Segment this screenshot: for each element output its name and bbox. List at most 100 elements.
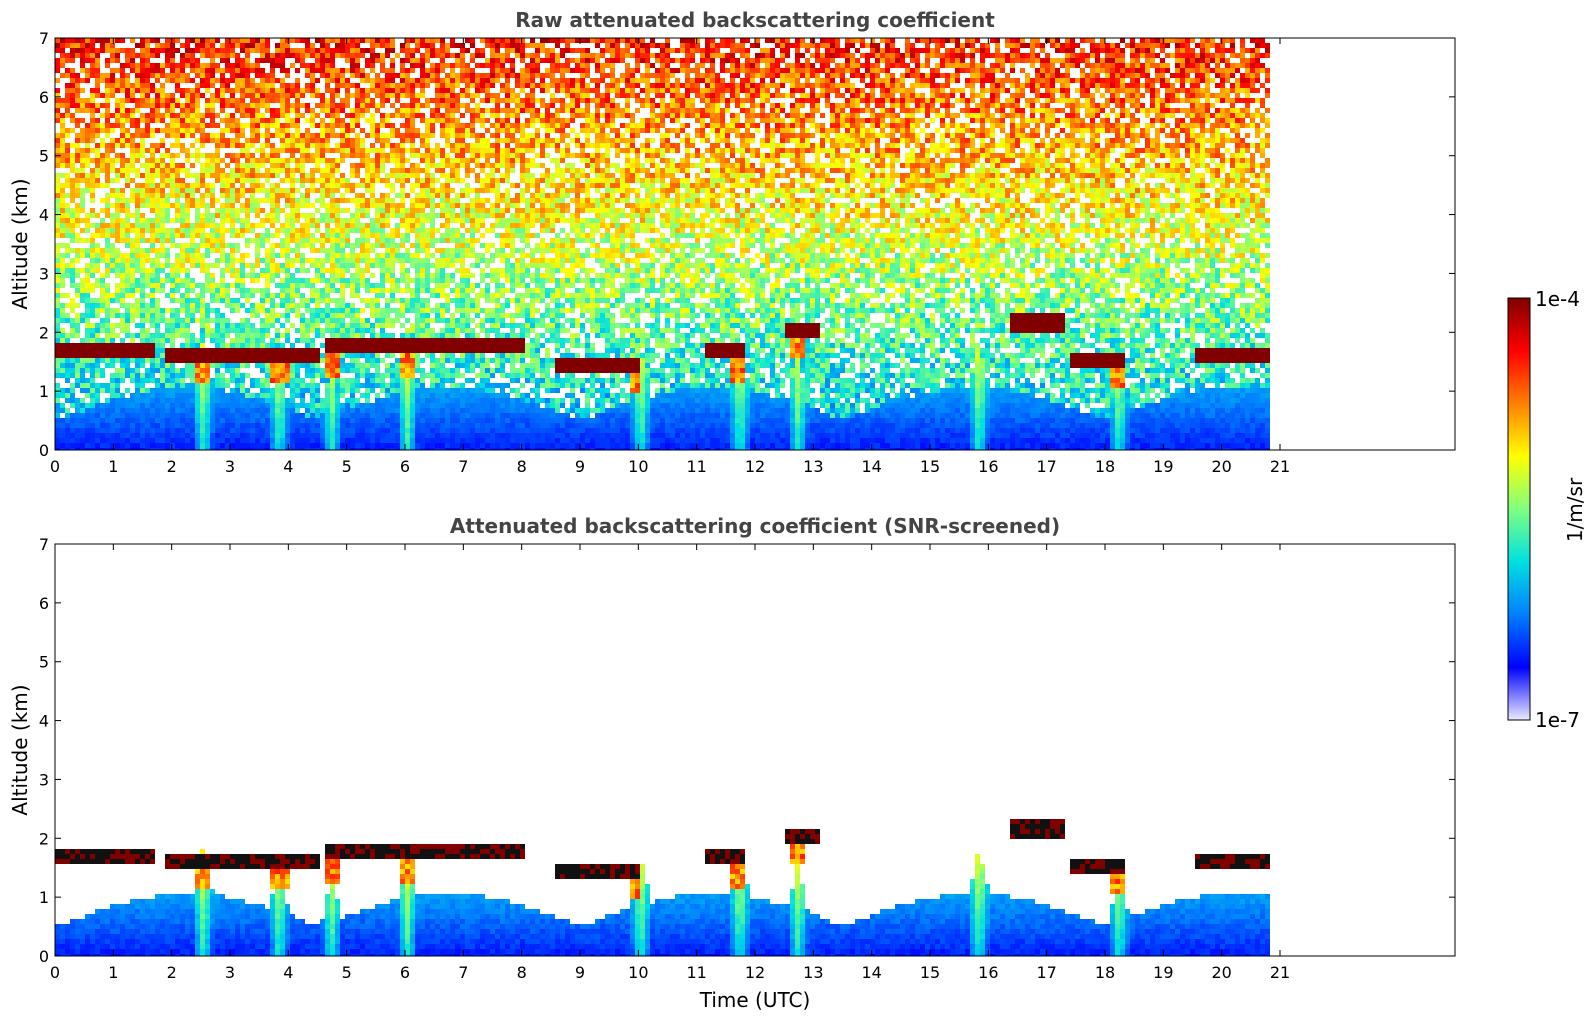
heatmap-cell	[150, 353, 155, 358]
heatmap-cell	[240, 233, 245, 238]
heatmap-cell	[345, 338, 350, 343]
heatmap-cell	[135, 88, 140, 93]
heatmap-cell	[140, 193, 145, 198]
heatmap-cell	[70, 238, 75, 243]
heatmap-cell	[125, 238, 130, 243]
heatmap-cell	[70, 208, 75, 213]
heatmap-cell	[335, 338, 340, 343]
heatmap-cell	[275, 48, 280, 53]
heatmap-cell	[150, 148, 155, 153]
heatmap-cell	[280, 133, 285, 138]
heatmap-cell	[390, 418, 395, 423]
heatmap-cell	[95, 268, 100, 273]
heatmap-cell	[255, 273, 260, 278]
heatmap-cell	[360, 153, 365, 158]
heatmap-cell	[310, 223, 315, 228]
heatmap-cell	[135, 403, 140, 408]
heatmap-cell	[225, 283, 230, 288]
heatmap-cell	[90, 288, 95, 293]
heatmap-cell	[275, 408, 280, 413]
heatmap-cell	[325, 383, 330, 388]
heatmap-cell	[115, 393, 120, 398]
heatmap-cell	[280, 263, 285, 268]
heatmap-cell	[335, 253, 340, 258]
heatmap-cell	[315, 393, 320, 398]
heatmap-cell	[70, 68, 75, 73]
heatmap-cell	[80, 173, 85, 178]
heatmap-cell	[125, 183, 130, 188]
heatmap-cell	[125, 353, 130, 358]
heatmap-cell	[175, 98, 180, 103]
heatmap-cell	[395, 143, 400, 148]
heatmap-cell	[65, 153, 70, 158]
heatmap-cell	[140, 443, 145, 448]
heatmap-cell	[105, 133, 110, 138]
heatmap-cell	[220, 68, 225, 73]
heatmap-cell	[305, 238, 310, 243]
heatmap-cell	[360, 228, 365, 233]
heatmap-cell	[255, 93, 260, 98]
heatmap-cell	[415, 233, 420, 238]
heatmap-cell	[365, 153, 370, 158]
heatmap-cell	[205, 348, 210, 353]
heatmap-cell	[90, 398, 95, 403]
heatmap-cell	[255, 408, 260, 413]
heatmap-cell	[95, 88, 100, 93]
heatmap-cell	[330, 238, 335, 243]
heatmap-cell	[145, 418, 150, 423]
heatmap-cell	[140, 143, 145, 148]
heatmap-cell	[220, 293, 225, 298]
heatmap-cell	[115, 103, 120, 108]
heatmap-cell	[395, 363, 400, 368]
heatmap-cell	[270, 393, 275, 398]
heatmap-cell	[350, 433, 355, 438]
heatmap-cell	[85, 393, 90, 398]
heatmap-cell	[145, 348, 150, 353]
heatmap-cell	[95, 433, 100, 438]
heatmap-cell	[305, 243, 310, 248]
heatmap-cell	[400, 288, 405, 293]
heatmap-cell	[95, 348, 100, 353]
heatmap-cell	[335, 218, 340, 223]
heatmap-cell	[140, 323, 145, 328]
heatmap-cell	[360, 318, 365, 323]
heatmap-cell	[355, 408, 360, 413]
heatmap-cell	[95, 248, 100, 253]
heatmap-cell	[370, 128, 375, 133]
heatmap-cell	[410, 223, 415, 228]
heatmap-cell	[330, 323, 335, 328]
heatmap-cell	[220, 143, 225, 148]
heatmap-cell	[100, 318, 105, 323]
heatmap-cell	[175, 213, 180, 218]
heatmap-cell	[215, 318, 220, 323]
heatmap-cell	[150, 363, 155, 368]
heatmap-cell	[330, 423, 335, 428]
heatmap-cell	[295, 38, 300, 43]
heatmap-cell	[160, 408, 165, 413]
heatmap-cell	[375, 293, 380, 298]
heatmap-cell	[350, 308, 355, 313]
heatmap-cell	[170, 278, 175, 283]
heatmap-cell	[150, 263, 155, 268]
heatmap-cell	[210, 213, 215, 218]
heatmap-cell	[110, 233, 115, 238]
heatmap-cell	[320, 38, 325, 43]
heatmap-cell	[135, 438, 140, 443]
heatmap-cell	[200, 353, 205, 358]
heatmap-cell	[55, 343, 60, 348]
heatmap-cell	[150, 368, 155, 373]
heatmap-cell	[165, 198, 170, 203]
heatmap-cell	[335, 433, 340, 438]
heatmap-cell	[380, 253, 385, 258]
heatmap-cell	[280, 108, 285, 113]
heatmap-cell	[235, 408, 240, 413]
heatmap-cell	[325, 183, 330, 188]
heatmap-cell	[160, 153, 165, 158]
heatmap-cell	[160, 343, 165, 348]
heatmap-cell	[175, 178, 180, 183]
heatmap-cell	[115, 308, 120, 313]
heatmap-cell	[60, 363, 65, 368]
heatmap-cell	[180, 233, 185, 238]
heatmap-cell	[405, 83, 410, 88]
heatmap-cell	[60, 203, 65, 208]
